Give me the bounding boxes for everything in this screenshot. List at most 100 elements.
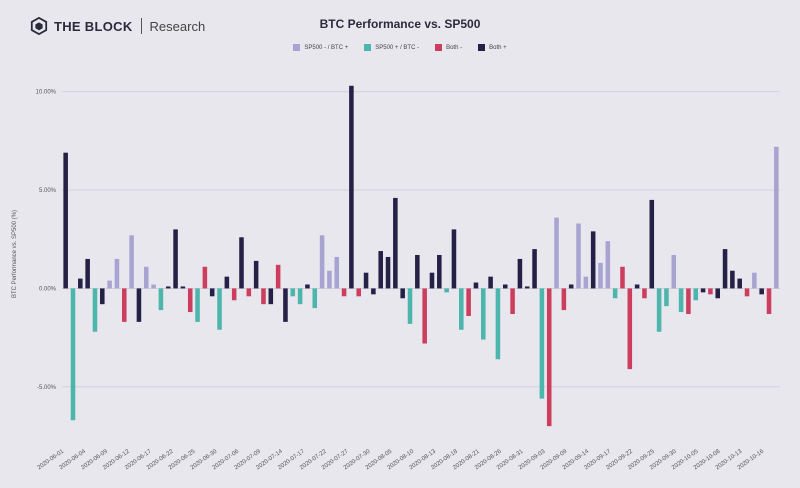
bar	[546, 288, 552, 427]
bar	[290, 288, 296, 297]
bar	[752, 272, 757, 289]
bar	[327, 270, 332, 289]
bar	[576, 223, 581, 289]
bar	[481, 288, 486, 340]
bar	[305, 284, 310, 289]
bar	[722, 249, 728, 289]
bar	[129, 235, 134, 289]
legend-label: Both +	[489, 44, 507, 51]
bar	[656, 288, 662, 332]
bar	[371, 288, 376, 295]
bar	[209, 288, 215, 297]
legend-swatch	[435, 44, 443, 51]
bar	[158, 288, 164, 311]
bar	[253, 260, 259, 289]
legend-item-both-down: Both -	[435, 44, 462, 51]
bar	[583, 276, 589, 289]
bar	[297, 288, 303, 305]
bar	[78, 278, 83, 289]
bar	[737, 278, 742, 289]
bar	[495, 288, 501, 360]
bar	[151, 284, 156, 289]
bar	[422, 288, 427, 344]
bar	[224, 276, 230, 289]
bar	[473, 282, 479, 289]
legend-swatch	[293, 44, 301, 51]
bar	[239, 237, 244, 289]
bar	[612, 288, 618, 299]
bar	[202, 266, 208, 289]
bar	[415, 254, 420, 289]
bar	[393, 197, 398, 289]
bar	[671, 254, 677, 289]
legend-label: Both -	[446, 44, 463, 51]
legend-swatch	[478, 44, 486, 51]
bar	[378, 251, 383, 289]
bar	[532, 249, 537, 289]
bar	[180, 286, 186, 289]
bar	[700, 288, 706, 293]
bar	[554, 217, 559, 289]
bar	[407, 288, 413, 324]
chart-title: BTC Performance vs. SP500	[319, 17, 481, 31]
y-axis-label: BTC Performance vs. SP500 (%)	[12, 210, 18, 298]
bar	[678, 288, 684, 313]
bar	[246, 288, 252, 297]
bar	[100, 288, 105, 305]
legend-label: SP500 - / BTC +	[304, 44, 349, 51]
chart-legend: SP500 - / BTC + SP500 + / BTC - Both - B…	[0, 44, 800, 51]
bar	[598, 262, 603, 289]
bar	[70, 288, 76, 421]
bar	[693, 288, 699, 301]
bar	[173, 229, 178, 289]
bar	[686, 288, 691, 315]
bar	[107, 280, 112, 289]
bar	[561, 288, 567, 311]
bar	[664, 288, 669, 307]
bar	[363, 272, 369, 289]
bar	[85, 258, 90, 289]
bar	[334, 256, 340, 289]
y-tick-label: 0.00%	[39, 286, 57, 292]
bar	[136, 288, 142, 322]
bar	[459, 288, 464, 330]
bar	[451, 229, 457, 289]
y-tick-label: 10.00%	[36, 90, 57, 96]
bar	[217, 288, 222, 330]
bar	[524, 286, 530, 289]
bar	[510, 288, 515, 315]
bar	[268, 288, 274, 305]
bar	[517, 258, 523, 289]
bar	[341, 288, 347, 297]
bar	[187, 288, 193, 313]
bar	[568, 284, 574, 289]
bar	[634, 284, 640, 289]
bar	[122, 288, 127, 322]
bar	[275, 264, 281, 289]
bar	[349, 85, 354, 289]
bar	[649, 199, 655, 289]
brand-name: THE BLOCK	[54, 18, 133, 34]
bar	[195, 288, 200, 322]
brand-subtitle: Research	[149, 18, 206, 34]
bar	[605, 241, 611, 289]
bar	[730, 270, 735, 289]
bar	[143, 266, 149, 289]
bar	[627, 288, 633, 370]
bar	[283, 288, 288, 322]
bar	[466, 288, 471, 316]
legend-swatch	[364, 44, 372, 51]
cube-icon	[30, 17, 48, 35]
bar	[429, 272, 435, 289]
bar	[744, 288, 750, 297]
bar	[231, 288, 237, 301]
legend-item-sp500-down-btc-up: SP500 - / BTC +	[293, 44, 348, 51]
legend-label: SP500 + / BTC -	[375, 44, 420, 51]
bar	[444, 288, 449, 293]
bar	[437, 254, 442, 289]
y-tick-label: -5.00%	[37, 385, 57, 391]
bar	[759, 288, 764, 295]
bar	[319, 235, 325, 289]
bar	[114, 258, 120, 289]
